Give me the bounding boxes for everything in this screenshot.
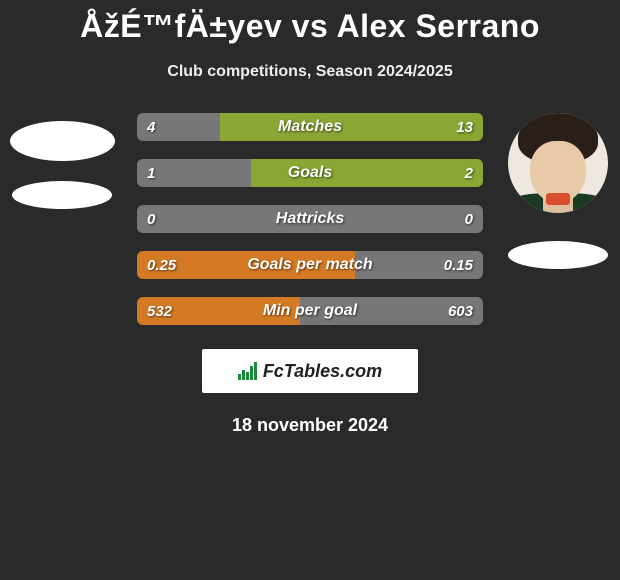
subtitle: Club competitions, Season 2024/2025: [0, 63, 620, 81]
player-right-club-logo-placeholder: [508, 241, 608, 269]
player-left-club-logo-placeholder: [12, 181, 112, 209]
stat-value-right: 603: [448, 303, 473, 320]
page-title: ÅžÉ™fÄ±yev vs Alex Serrano: [0, 0, 620, 45]
bar-chart-icon: [238, 362, 257, 380]
player-left-avatar-placeholder: [10, 121, 115, 161]
stat-value-right: 0: [465, 211, 473, 228]
player-left-column: [7, 113, 117, 209]
stat-value-right: 0.15: [444, 257, 473, 274]
comparison-infographic: ÅžÉ™fÄ±yev vs Alex Serrano Club competit…: [0, 0, 620, 436]
comparison-area: 4 13 Matches 1 2 Goals 0 0 Hattricks 0.25 0.15 Goal…: [0, 113, 620, 325]
stat-label: Min per goal: [263, 302, 357, 320]
stat-value-left: 0: [147, 211, 155, 228]
stat-row: 0.25 0.15 Goals per match: [137, 251, 483, 279]
stat-label: Goals per match: [247, 256, 372, 274]
stat-label: Matches: [278, 118, 342, 136]
stat-row: 4 13 Matches: [137, 113, 483, 141]
stat-label: Goals: [288, 164, 332, 182]
stat-row: 0 0 Hattricks: [137, 205, 483, 233]
branding-text: FcTables.com: [263, 361, 382, 382]
stat-label: Hattricks: [276, 210, 344, 228]
bar-right-segment: [220, 113, 483, 141]
face-icon: [508, 113, 608, 213]
stat-value-left: 1: [147, 165, 155, 182]
stat-value-left: 4: [147, 119, 155, 136]
date-label: 18 november 2024: [0, 415, 620, 436]
stat-value-right: 13: [456, 119, 473, 136]
stat-value-right: 2: [465, 165, 473, 182]
branding-badge: FcTables.com: [202, 349, 418, 393]
stat-value-left: 532: [147, 303, 172, 320]
player-right-avatar: [508, 113, 608, 213]
stat-row: 1 2 Goals: [137, 159, 483, 187]
bar-right-segment: [251, 159, 483, 187]
stat-bars: 4 13 Matches 1 2 Goals 0 0 Hattricks 0.25 0.15 Goal…: [137, 113, 483, 325]
player-right-column: [503, 113, 613, 269]
stat-row: 532 603 Min per goal: [137, 297, 483, 325]
stat-value-left: 0.25: [147, 257, 176, 274]
